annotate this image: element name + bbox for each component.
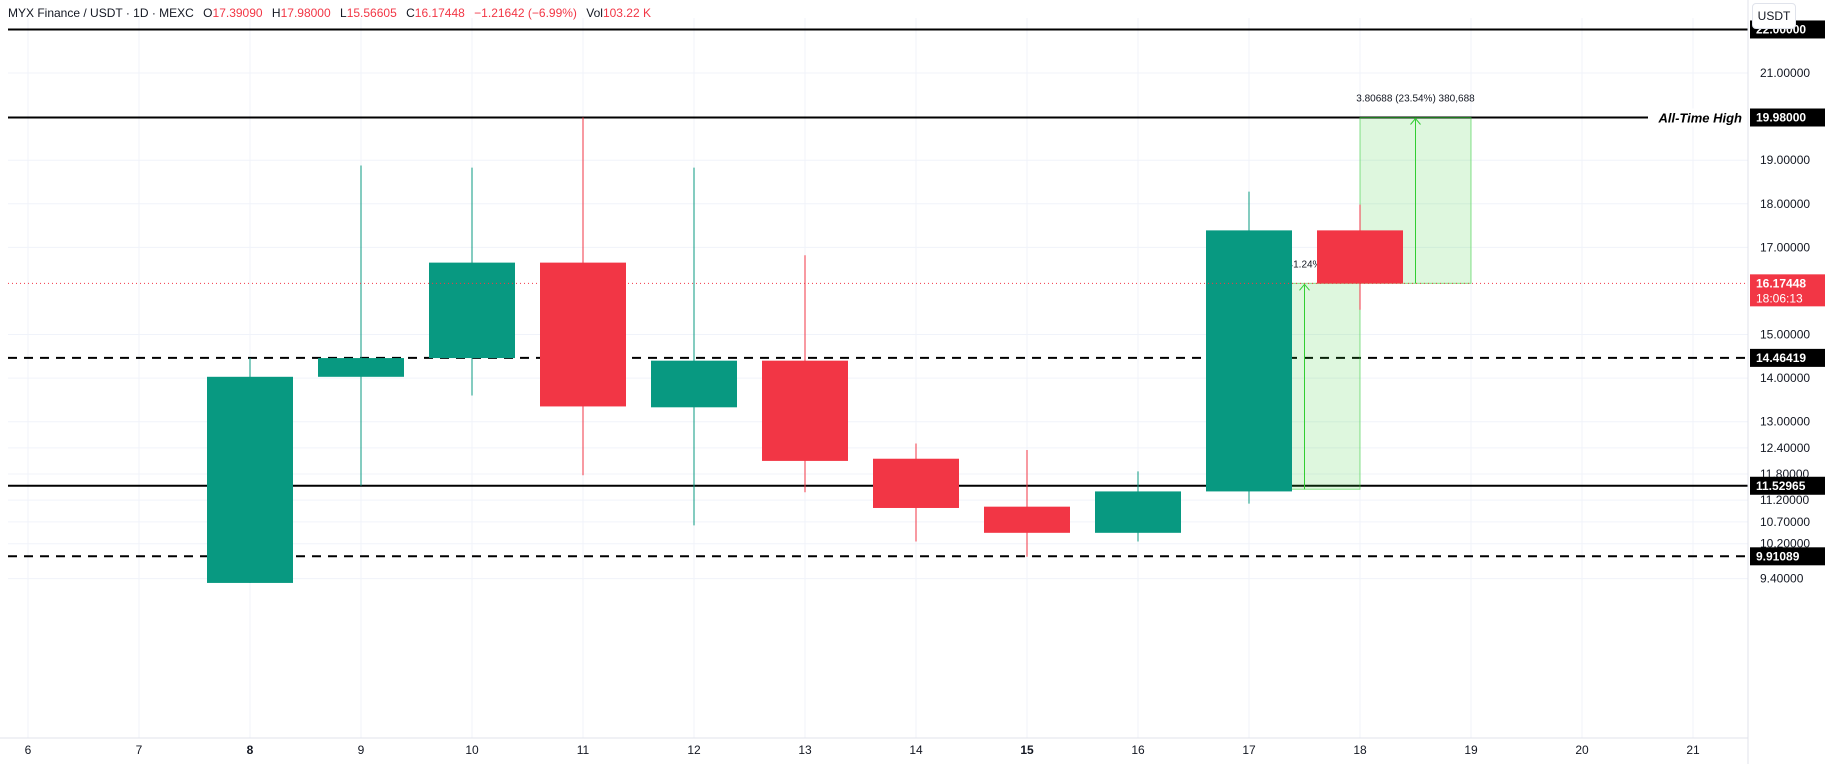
- candle-body: [1095, 491, 1181, 533]
- x-axis: 6 7 8 9 10 11 12 13 14 15 16 17 18 19 20 21: [0, 737, 1748, 757]
- y-tick-label: 10.20000: [1760, 537, 1810, 551]
- candle-body: [1206, 230, 1292, 492]
- x-tick-label: 10: [465, 743, 479, 757]
- candle-body: [429, 262, 515, 359]
- x-tick-label: 17: [1242, 743, 1256, 757]
- candle-body: [1317, 230, 1403, 284]
- x-tick-label: 16: [1131, 743, 1145, 757]
- price-labels: 22.0000019.9800014.4641911.529659.910891…: [1750, 20, 1825, 566]
- candle-body: [762, 360, 848, 461]
- x-tick-label: 13: [798, 743, 812, 757]
- open-value: 17.39090: [212, 6, 263, 20]
- x-tick-label: 8: [247, 743, 254, 757]
- level-price-tag: [1750, 348, 1825, 367]
- symbol-legend: MYX Finance / USDT · 1D · MEXC O17.39090…: [8, 6, 651, 20]
- level-price-label: 11.52965: [1756, 479, 1806, 493]
- candle-body: [540, 262, 626, 407]
- x-tick-label: 15: [1020, 743, 1034, 757]
- level-price-tag: [1750, 547, 1825, 566]
- y-tick-label: 12.40000: [1760, 441, 1810, 455]
- y-tick-label: 11.20000: [1760, 493, 1809, 507]
- projection-arrow-head: [1299, 283, 1310, 291]
- high-value: 17.98000: [280, 6, 331, 20]
- x-tick-label: 19: [1464, 743, 1478, 757]
- level-price-label: 14.46419: [1756, 351, 1806, 365]
- x-tick-label: 12: [687, 743, 701, 757]
- candle-body: [984, 506, 1070, 533]
- projection-label: 3.80688 (23.54%) 380,688: [1356, 94, 1475, 105]
- candle-body: [318, 358, 404, 377]
- level-price-tag: [1750, 108, 1825, 127]
- volume-label: Vol: [586, 6, 603, 20]
- annotation-background: [1648, 108, 1748, 127]
- close-value: 16.17448: [414, 6, 465, 20]
- high-label: H: [271, 6, 281, 20]
- level-price-label: 19.98000: [1756, 111, 1806, 125]
- level-price-label: 9.91089: [1756, 549, 1800, 563]
- countdown-label: 18:06:13: [1756, 291, 1803, 305]
- symbol-title: MYX Finance / USDT · 1D · MEXC: [8, 6, 194, 20]
- low-label: L: [340, 6, 347, 20]
- y-tick-label: 10.70000: [1760, 515, 1810, 529]
- y-tick-label: 19.00000: [1760, 153, 1810, 167]
- candle-body: [207, 376, 293, 583]
- y-tick-label: 14.00000: [1760, 371, 1810, 385]
- projection-arrow-head: [1410, 117, 1421, 125]
- x-tick-label: 20: [1575, 743, 1589, 757]
- y-tick-label: 9.40000: [1760, 572, 1804, 586]
- level-price-tag: [1750, 476, 1825, 495]
- last-price-label: 16.17448: [1756, 276, 1806, 290]
- all-time-high-label: All-Time High: [1657, 111, 1742, 126]
- candlesticks: [207, 117, 1403, 583]
- change-value: −1.21642 (−6.99%): [474, 6, 577, 20]
- y-tick-label: 13.00000: [1760, 415, 1810, 429]
- candle-body: [651, 360, 737, 408]
- x-tick-label: 9: [358, 743, 365, 757]
- x-tick-label: 14: [909, 743, 923, 757]
- y-tick-label: 15.00000: [1760, 328, 1810, 342]
- y-tick-label: 21.00000: [1760, 66, 1810, 80]
- x-tick-label: 7: [136, 743, 143, 757]
- y-tick-label: 18.00000: [1760, 197, 1810, 211]
- volume-value: 103.22 K: [602, 6, 651, 20]
- x-tick-label: 6: [25, 743, 32, 757]
- open-label: O: [203, 6, 213, 20]
- x-tick-label: 11: [577, 743, 590, 757]
- close-label: C: [406, 6, 415, 20]
- candle-body: [873, 458, 959, 508]
- currency-button[interactable]: USDT: [1752, 3, 1796, 29]
- x-tick-label: 21: [1686, 743, 1700, 757]
- y-tick-label: 17.00000: [1760, 240, 1810, 254]
- low-value: 15.56605: [346, 6, 397, 20]
- projection-label: 4.72323 (41.24%) 472,323: [1245, 259, 1364, 270]
- x-tick-label: 18: [1353, 743, 1367, 757]
- last-price-tag: [1750, 274, 1825, 307]
